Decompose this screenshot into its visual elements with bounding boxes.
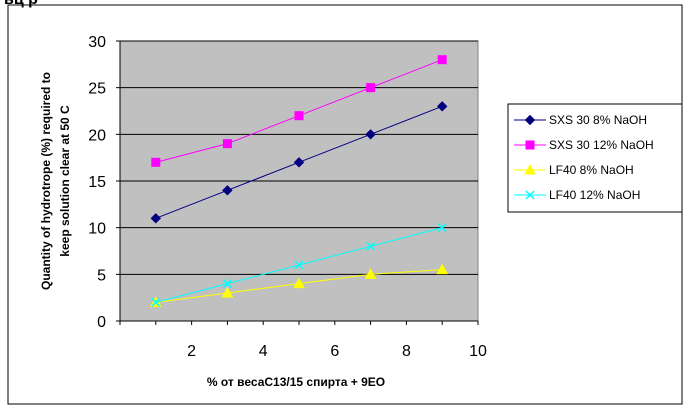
diamond-marker	[293, 157, 305, 168]
x-axis-title: % от весаC13/15 спирта + 9EO	[207, 375, 385, 389]
square-marker	[294, 111, 304, 121]
diamond-marker	[150, 213, 162, 224]
x-tick-label: 2	[187, 343, 196, 360]
legend-item: LF40 12% NaOH	[514, 188, 640, 202]
legend: SXS 30 8% NaOH SXS 30 12% NaOH LF40 8% NaO…	[507, 103, 683, 213]
diamond-marker	[365, 129, 376, 140]
x-marker-stroke	[366, 241, 376, 251]
triangle-marker	[524, 163, 536, 175]
square-marker	[366, 83, 376, 93]
legend-box	[507, 103, 683, 213]
x-marker-stroke	[437, 223, 447, 233]
x-marker-stroke	[222, 279, 232, 289]
triangle-marker	[364, 268, 377, 279]
square-marker	[151, 157, 161, 167]
y-axis-title-line1: Quantity of hydrotrope (%) required to	[39, 72, 53, 290]
series-2	[151, 55, 447, 167]
diamond-marker	[524, 114, 536, 126]
x-marker	[366, 241, 376, 251]
x-marker	[151, 297, 161, 307]
y-tick-label: 5	[97, 267, 106, 284]
legend-item: SXS 30 8% NaOH	[514, 113, 647, 127]
y-tick-label: 25	[88, 81, 106, 98]
grid-layer	[120, 40, 478, 275]
header-text: ьц р	[4, 0, 38, 9]
y-axis-title-line2: keep solution clear at 50 C	[58, 105, 72, 257]
legend-label: SXS 30 12% NaOH	[549, 138, 654, 152]
x-tick-label: 6	[330, 343, 339, 360]
series-layer	[149, 55, 449, 307]
triangle-marker	[221, 286, 234, 298]
y-tick-label: 15	[88, 174, 106, 191]
x-marker	[222, 279, 232, 289]
x-tick-label: 4	[259, 343, 268, 360]
y-tick-label: 20	[88, 127, 106, 144]
square-marker	[222, 139, 232, 149]
ticks-layer: 0 5 10 15 20 25 30 2 4 6 8 10	[88, 34, 487, 360]
y-tick-label: 0	[97, 314, 106, 331]
x-marker-stroke	[525, 190, 535, 200]
legend-label: LF40 12% NaOH	[549, 188, 640, 202]
x-marker-stroke	[294, 260, 304, 270]
x-marker	[437, 223, 447, 233]
x-marker-stroke	[151, 297, 161, 307]
legend-label: LF40 8% NaOH	[549, 163, 634, 177]
diamond-marker	[222, 185, 233, 196]
square-marker	[437, 55, 447, 65]
legend-item: SXS 30 12% NaOH	[514, 138, 654, 152]
y-tick-label: 10	[88, 221, 106, 238]
triangle-marker	[436, 263, 449, 275]
legend-label: SXS 30 8% NaOH	[549, 113, 647, 127]
legend-item: LF40 8% NaOH	[514, 163, 634, 177]
x-tick-label: 8	[402, 343, 411, 360]
square-marker	[525, 140, 535, 150]
x-tick-label: 10	[469, 343, 487, 360]
diamond-marker	[436, 101, 448, 112]
series-4	[151, 223, 447, 307]
x-marker	[525, 190, 535, 200]
triangle-marker	[293, 277, 305, 289]
series-1	[150, 101, 448, 224]
y-tick-label: 30	[88, 34, 106, 51]
x-marker	[294, 260, 304, 270]
